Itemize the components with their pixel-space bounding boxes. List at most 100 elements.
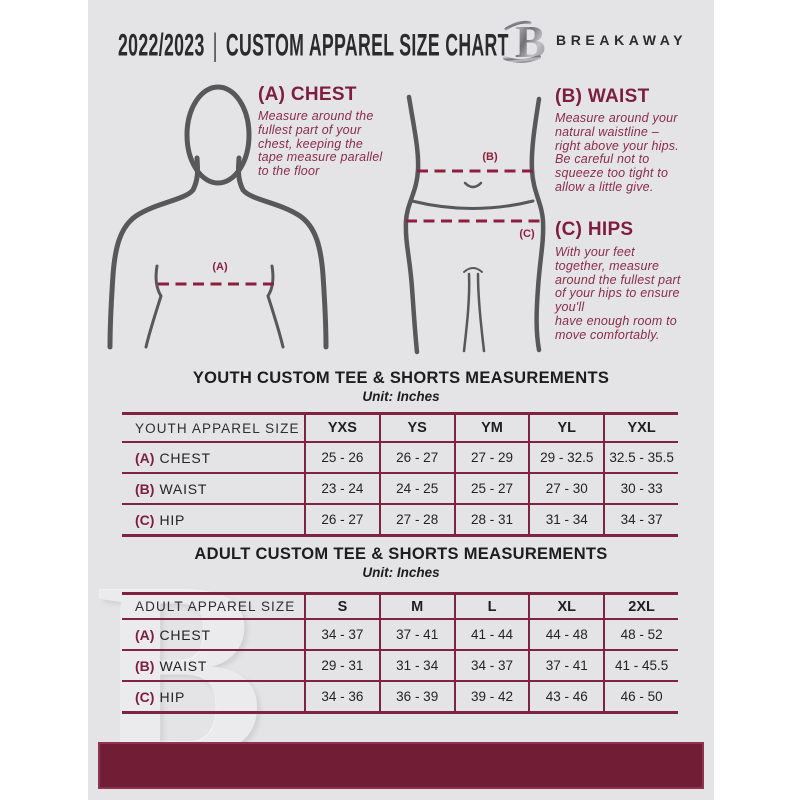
row-label-cell: (A) CHEST [122,441,304,472]
measurement-value: 23 - 24 [321,481,364,496]
measurement-value: 27 - 30 [545,481,588,496]
value-cell: 27 - 29 [453,441,529,472]
value-cell: 36 - 39 [378,680,454,711]
size-label: YL [557,420,577,436]
row-label-cell: (C) HIP [122,680,304,711]
lower-body-figure [403,94,546,355]
row-name: CHEST [159,626,211,643]
size-header-cell: M [378,595,454,618]
row-label-cell: (C) HIP [122,503,304,534]
value-cell: 24 - 25 [378,472,454,503]
size-label: M [411,598,424,615]
adult-header-label: ADULT APPAREL SIZE [135,599,296,614]
left-armpit-line [144,264,163,349]
value-cell: 27 - 28 [378,503,454,534]
value-cell: 26 - 27 [304,503,379,534]
measurement-value: 28 - 31 [470,512,513,527]
adult-table-title: ADULT CUSTOM TEE & SHORTS MEASUREMENTS [194,545,608,563]
size-header-cell: YS [378,415,454,441]
measurement-value: 41 - 45.5 [614,658,669,673]
row-name: WAIST [159,657,208,674]
waist-line-label: (B) [482,151,498,163]
row-name: HIP [159,688,186,705]
value-cell: 44 - 48 [528,618,604,649]
row-prefix: (B) [135,480,155,497]
size-label: L [487,598,497,615]
youth-table-unit: Unit: Inches [362,389,440,404]
value-cell: 37 - 41 [378,618,454,649]
measurement-value: 27 - 29 [470,450,513,465]
measurement-value: 43 - 46 [545,689,588,704]
measurement-value: 34 - 37 [321,627,364,642]
value-cell: 25 - 27 [453,472,529,503]
brand-name: BREAKAWAY [556,32,688,48]
left-shoulder-arm [107,155,200,350]
measurement-value: 29 - 31 [321,658,364,673]
value-cell: 31 - 34 [378,649,454,680]
chest-instructions: Measure around the fullest part of your … [258,109,383,179]
value-cell: 30 - 33 [603,472,678,503]
youth-header-label: YOUTH APPAREL SIZE [135,420,300,436]
measurement-value: 26 - 27 [321,512,364,527]
measurement-value: 30 - 33 [620,481,663,496]
measurement-value: 41 - 44 [470,627,513,642]
size-header-cell: S [304,595,379,618]
right-torso-outline [529,96,546,353]
navel-mark [463,181,483,189]
size-label: YS [407,420,427,436]
adult-header-cell: ADULT APPAREL SIZE [122,595,304,618]
measurement-value: 46 - 50 [620,689,663,704]
row-prefix: (B) [135,657,155,674]
row-name: CHEST [159,449,211,466]
value-cell: 34 - 36 [304,680,379,711]
measurement-value: 39 - 42 [470,689,513,704]
left-torso-outline [403,94,421,355]
value-cell: 27 - 30 [528,472,604,503]
measurement-value: 27 - 28 [396,512,439,527]
adult-size-table: ADULT APPAREL SIZE S M L XL 2XL (A) CHEST… [122,592,678,714]
value-cell: 46 - 50 [603,680,678,711]
left-inner-leg [462,272,471,353]
size-header-cell: YM [453,415,529,441]
measurement-value: 37 - 41 [396,627,439,642]
head-outline [184,84,252,186]
value-cell: 41 - 44 [453,618,529,649]
measurement-value: 29 - 32.5 [540,450,594,465]
measurement-value: 31 - 34 [396,658,439,673]
value-cell: 26 - 27 [378,441,454,472]
value-cell: 23 - 24 [304,472,379,503]
right-inner-leg [476,272,486,353]
measurement-value: 36 - 39 [396,689,439,704]
size-header-cell: 2XL [603,595,678,618]
title-label: CUSTOM APPAREL SIZE CHART [225,26,509,63]
value-cell: 48 - 52 [603,618,678,649]
size-header-cell: YXS [304,415,379,441]
measurement-value: 34 - 36 [321,689,364,704]
value-cell: 32.5 - 35.5 [603,441,678,472]
size-label: 2XL [628,598,655,615]
chest-heading: (A) CHEST [258,84,357,105]
page-background [88,0,714,800]
value-cell: 41 - 45.5 [603,649,678,680]
row-name: HIP [159,511,186,528]
hips-instructions: With your feet together, measure around … [555,245,681,342]
size-label: XL [557,598,577,615]
measurement-value: 44 - 48 [545,627,588,642]
row-prefix: (A) [135,626,155,643]
crotch-curve [463,267,483,273]
size-label: YM [481,420,503,436]
row-label-cell: (B) WAIST [122,649,304,680]
season-label: 2022/2023 [118,26,205,63]
measurement-value: 25 - 27 [470,481,513,496]
title-divider: | [212,26,218,63]
measurement-value: 25 - 26 [321,450,364,465]
youth-size-table: YOUTH APPAREL SIZE YXS YS YM YL YXL (A) C… [122,412,678,537]
upper-body-figure [107,84,329,350]
value-cell: 34 - 37 [603,503,678,534]
value-cell: 31 - 34 [528,503,604,534]
value-cell: 29 - 32.5 [528,441,604,472]
value-cell: 39 - 42 [453,680,529,711]
size-header-cell: XL [528,595,603,618]
